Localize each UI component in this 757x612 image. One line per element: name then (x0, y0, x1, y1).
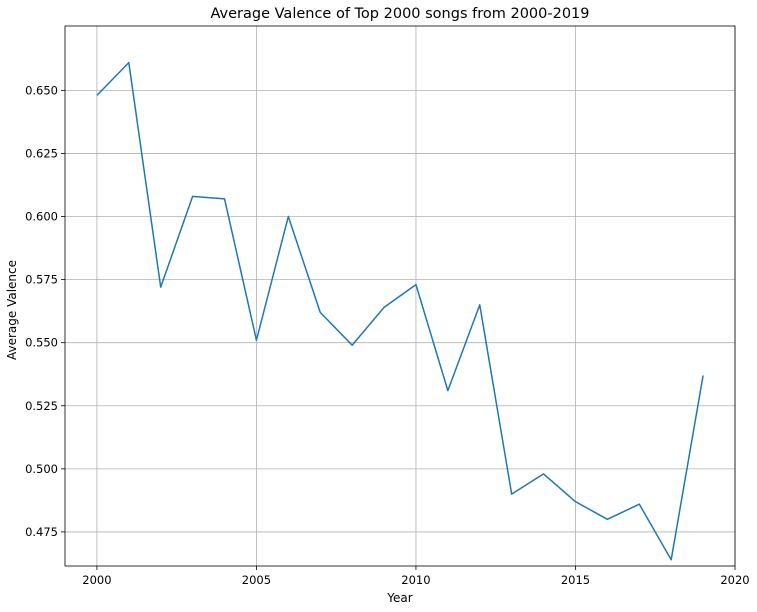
x-axis-label: Year (386, 591, 412, 605)
x-tick-label: 2000 (82, 573, 111, 587)
y-tick-label: 0.625 (25, 146, 58, 160)
y-axis-label: Average Valence (5, 260, 19, 360)
y-axis: 0.475 0.500 0.525 0.550 0.575 0.600 0.625 0.650 (25, 83, 65, 539)
x-tick-label: 2010 (401, 573, 430, 587)
y-tick-label: 0.600 (25, 210, 58, 224)
y-tick-label: 0.475 (25, 525, 58, 539)
series-line (96, 61, 704, 561)
y-tick-label: 0.525 (25, 399, 58, 413)
y-tick-label: 0.550 (25, 336, 58, 350)
x-axis: 2000 2005 2010 2015 2020 (82, 566, 750, 587)
y-tick-label: 0.650 (25, 83, 58, 97)
series-layer (96, 61, 704, 561)
chart-title: Average Valence of Top 2000 songs from 2… (210, 6, 589, 22)
y-tick-label: 0.500 (25, 462, 58, 476)
x-tick-label: 2015 (561, 573, 590, 587)
x-tick-label: 2020 (720, 573, 749, 587)
x-tick-label: 2005 (242, 573, 271, 587)
y-tick-label: 0.575 (25, 273, 58, 287)
plot-frame (64, 25, 736, 567)
